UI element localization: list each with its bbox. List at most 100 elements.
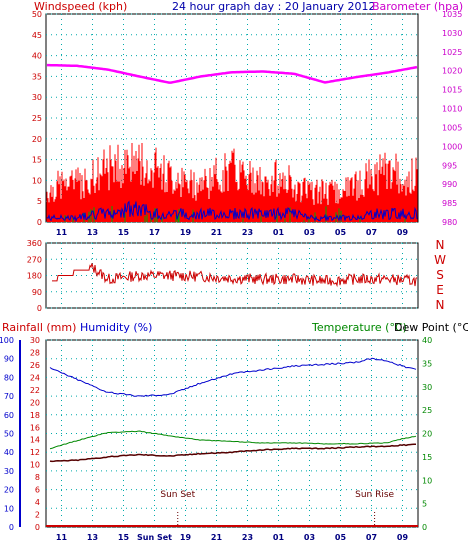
x-tick-label: 09 [397, 533, 409, 542]
temperature-tick-label: 30 [422, 383, 432, 392]
x-tick-label: 17 [149, 228, 160, 237]
humidity-tick-label: 50 [4, 430, 14, 439]
rainfall-tick-label: 20 [30, 398, 40, 407]
wind-tick-label: 45 [32, 31, 42, 40]
humidity-tick-label: 60 [4, 411, 14, 420]
rainfall-tick-label: 8 [35, 473, 40, 482]
x-tick-label: 01 [273, 228, 285, 237]
x-tick-label: 11 [56, 228, 68, 237]
gust-series [46, 200, 418, 223]
dewpoint-series [49, 443, 416, 463]
x-tick-label: 23 [242, 228, 253, 237]
wind-tick-label: 0 [37, 218, 42, 227]
barometer-axis-title: Barometer (hpa) [372, 0, 463, 13]
temperature-tick-label: 35 [422, 359, 432, 368]
rainfall-tick-label: 2 [35, 511, 40, 520]
humidity-axis-title: Humidity (%) [80, 321, 152, 334]
barometer-tick-label: 1010 [442, 105, 462, 114]
temperature-tick-label: 15 [422, 453, 432, 462]
barometer-tick-label: 995 [442, 161, 457, 170]
temperature-tick-label: 5 [422, 500, 427, 509]
x-tick-label: 03 [304, 228, 315, 237]
chart-title: 24 hour graph day : 20 January 2012 [172, 0, 376, 13]
x-tick-label: 03 [304, 533, 315, 542]
wind-tick-label: 10 [32, 176, 42, 185]
wind-tick-label: 25 [32, 114, 42, 123]
compass-label: N [436, 298, 445, 312]
barometer-tick-label: 980 [442, 218, 457, 227]
direction-tick-label: 90 [32, 288, 42, 297]
barometer-tick-label: 1000 [442, 142, 462, 151]
barometer-tick-label: 1025 [442, 48, 462, 57]
temperature-tick-label: 25 [422, 406, 432, 415]
humidity-tick-label: 30 [4, 467, 14, 476]
humidity-tick-label: 10 [4, 504, 14, 513]
temperature-tick-label: 10 [422, 476, 432, 485]
humidity-tick-label: 90 [4, 355, 14, 364]
compass-label: N [436, 238, 445, 252]
barometer-tick-label: 1020 [442, 67, 462, 76]
rainfall-tick-label: 24 [30, 373, 40, 382]
temperature-tick-label: 0 [422, 523, 427, 532]
rainfall-tick-label: 18 [30, 411, 40, 420]
temperature-tick-label: 20 [422, 430, 432, 439]
wind-tick-label: 15 [32, 156, 42, 165]
dewpoint-axis-title: Dew Point (°C) [394, 321, 468, 334]
wind-barometer-panel: 0510152025303540455098098599099510001005… [32, 10, 463, 237]
direction-tick-label: 360 [27, 239, 42, 248]
barometer-tick-label: 1035 [442, 10, 462, 19]
barometer-tick-label: 1005 [442, 123, 462, 132]
wind-axis-title: Windspeed (kph) [34, 0, 127, 13]
rainfall-tick-label: 16 [30, 423, 40, 432]
compass-label: W [434, 253, 446, 267]
x-tick-label: 21 [211, 228, 223, 237]
rainfall-tick-label: 26 [30, 361, 40, 370]
rainfall-tick-label: 28 [30, 348, 40, 357]
x-tick-label: 15 [118, 228, 130, 237]
x-tick-label: 05 [335, 533, 347, 542]
sun-annotation: Sun Rise [355, 490, 394, 500]
barometer-tick-label: 985 [442, 199, 457, 208]
x-tick-label: 23 [242, 533, 253, 542]
barometer-tick-label: 1015 [442, 86, 462, 95]
humidity-tick-label: 0 [9, 523, 14, 532]
windspeed-series [46, 143, 418, 222]
x-tick-label: 07 [366, 228, 377, 237]
sun-annotation: Sun Set [160, 490, 195, 500]
humidity-tick-label: 20 [4, 486, 14, 495]
wind-tick-label: 5 [37, 197, 42, 206]
direction-tick-label: 270 [27, 255, 42, 264]
temperature-series [49, 430, 417, 450]
rainfall-axis-title: Rainfall (mm) [2, 321, 76, 334]
rainfall-tick-label: 10 [30, 461, 40, 470]
compass-label: E [436, 283, 444, 297]
temperature-axis-title: Temperature (°C) [311, 321, 407, 334]
direction-tick-label: 0 [37, 304, 42, 313]
wind-tick-label: 50 [32, 10, 42, 19]
x-tick-label: 09 [397, 228, 409, 237]
x-tick-label: 01 [273, 533, 285, 542]
rainfall-tick-label: 12 [30, 448, 40, 457]
barometer-tick-label: 990 [442, 180, 457, 189]
humidity-tick-label: 80 [4, 373, 14, 382]
wind-direction-series [52, 263, 418, 288]
humidity-tick-label: 40 [4, 448, 14, 457]
rainfall-tick-label: 6 [35, 486, 40, 495]
direction-tick-label: 180 [27, 272, 42, 281]
temperature-tick-label: 40 [422, 336, 432, 345]
temperature-humidity-panel: 0102030405060708090100024681012141618202… [0, 336, 432, 542]
x-tick-label: 05 [335, 228, 347, 237]
barometer-series [47, 63, 418, 84]
x-tick-label: 21 [211, 533, 223, 542]
x-tick-label: 13 [87, 228, 98, 237]
x-tick-label: 11 [56, 533, 68, 542]
barometer-tick-label: 1030 [442, 29, 462, 38]
humidity-tick-label: 100 [0, 336, 14, 345]
x-tick-label: Sun Set [137, 533, 172, 542]
rainfall-tick-label: 0 [35, 523, 40, 532]
rainfall-tick-label: 14 [30, 436, 40, 445]
wind-tick-label: 30 [32, 93, 42, 102]
compass-label: S [436, 268, 444, 282]
